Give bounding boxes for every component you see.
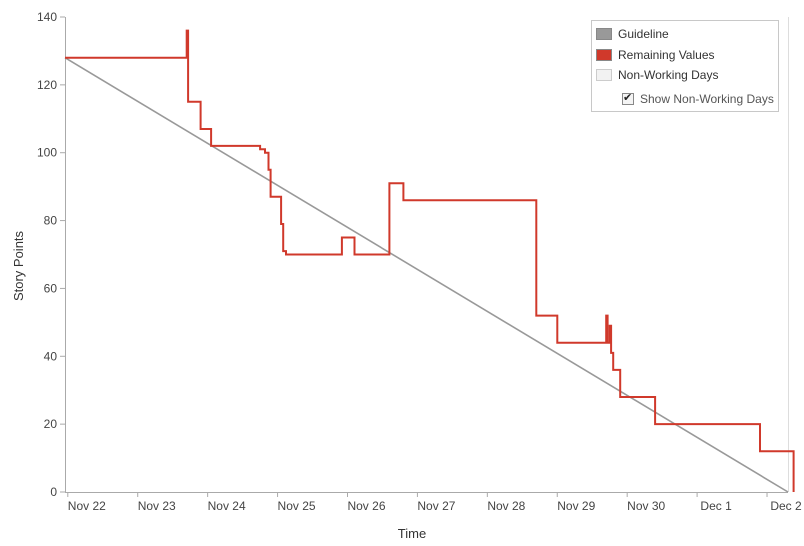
x-tick-label: Nov 23 bbox=[138, 499, 176, 513]
show-non-working-days-checkbox[interactable]: ✔ bbox=[622, 92, 634, 105]
y-tick-label: 80 bbox=[44, 214, 58, 228]
y-axis-title: Story Points bbox=[11, 230, 26, 301]
y-tick-label: 60 bbox=[44, 281, 58, 295]
legend-swatch-non-working-days bbox=[596, 69, 612, 81]
y-tick-label: 140 bbox=[37, 10, 57, 24]
y-tick-label: 120 bbox=[37, 78, 57, 92]
x-tick-label: Nov 29 bbox=[557, 499, 595, 513]
y-tick-label: 100 bbox=[37, 146, 57, 160]
series-line-remaining-values bbox=[65, 29, 795, 492]
x-axis-title: Time bbox=[398, 526, 426, 541]
legend-label-remaining-values: Remaining Values bbox=[618, 48, 715, 62]
legend-label-guideline: Guideline bbox=[618, 27, 669, 41]
show-non-working-days-toggle[interactable]: ✔ Show Non-Working Days bbox=[622, 92, 774, 106]
x-tick-label: Dec 1 bbox=[700, 499, 732, 513]
y-tick-label: 40 bbox=[44, 349, 58, 363]
x-tick-label: Dec 2 bbox=[770, 499, 802, 513]
x-tick-label: Nov 25 bbox=[278, 499, 316, 513]
legend-item-guideline[interactable]: Guideline bbox=[596, 26, 669, 42]
legend-swatch-guideline bbox=[596, 28, 612, 40]
x-tick-label: Nov 28 bbox=[487, 499, 525, 513]
x-tick-label: Nov 22 bbox=[68, 499, 106, 513]
y-tick-label: 0 bbox=[50, 485, 57, 499]
x-tick-label: Nov 24 bbox=[208, 499, 246, 513]
y-tick-label: 20 bbox=[44, 417, 58, 431]
legend-label-non-working-days: Non-Working Days bbox=[618, 68, 719, 82]
checkmark-icon: ✔ bbox=[623, 92, 633, 104]
legend: Guideline Remaining Values Non-Working D… bbox=[591, 20, 779, 112]
legend-swatch-remaining-values bbox=[596, 49, 612, 61]
show-non-working-days-label: Show Non-Working Days bbox=[640, 92, 774, 106]
x-tick-label: Nov 30 bbox=[627, 499, 665, 513]
x-tick-label: Nov 26 bbox=[347, 499, 385, 513]
x-tick-label: Nov 27 bbox=[417, 499, 455, 513]
series-line-guideline bbox=[64, 57, 789, 493]
legend-item-remaining-values[interactable]: Remaining Values bbox=[596, 47, 715, 63]
legend-item-non-working-days[interactable]: Non-Working Days bbox=[596, 67, 718, 83]
